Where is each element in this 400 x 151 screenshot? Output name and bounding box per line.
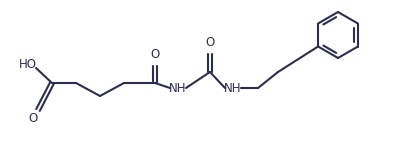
Text: NH: NH [169,82,187,95]
Text: NH: NH [224,82,242,95]
Text: HO: HO [19,58,37,72]
Text: O: O [28,111,38,125]
Text: O: O [205,37,215,50]
Text: O: O [150,48,160,61]
